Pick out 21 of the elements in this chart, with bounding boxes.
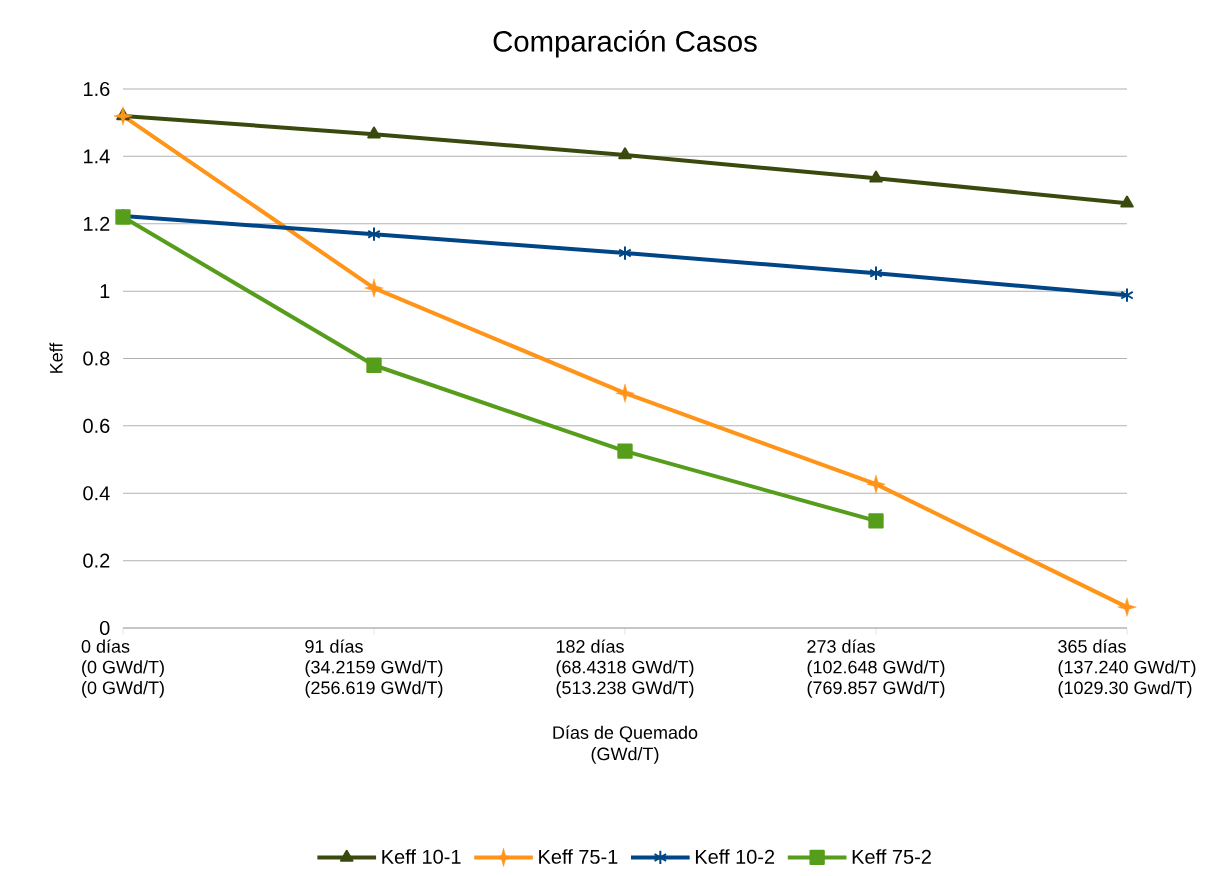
x-tick-label: 365 días (137.240 GWd/T) (1029.30 Gwd/T)	[1058, 639, 1196, 698]
x-tick-label: 91 días (34.2159 GWd/T) (256.619 GWd/T)	[305, 639, 443, 698]
x-tick-label: 182 días (68.4318 GWd/T) (513.238 GWd/T)	[556, 639, 694, 698]
y-tick-label: 0.4	[83, 486, 110, 501]
y-tick-label: 1.4	[84, 149, 110, 164]
y-tick-label: 0.6	[83, 418, 110, 433]
x-axis-title: Días de Quemado (GWd/T)	[553, 725, 698, 764]
y-axis-title: Keff	[49, 342, 63, 373]
y-tick-label: 1.6	[84, 81, 110, 97]
y-tick-label: 0.8	[83, 351, 110, 366]
legend-label: Keff 10-2	[695, 849, 775, 864]
x-tick-label: 0 días (0 GWd/T) (0 GWd/T)	[81, 639, 164, 698]
legend-label: Keff 75-2	[852, 849, 931, 864]
y-tick-label: 1.2	[84, 216, 110, 231]
y-tick-label: 1	[100, 284, 110, 299]
legend-label: Keff 75-1	[539, 849, 618, 864]
x-tick-label: 273 días (102.648 GWd/T) (769.857 GWd/T)	[807, 639, 945, 698]
y-tick-label: 0.2	[83, 553, 110, 568]
legend-label: Keff 10-1	[382, 849, 461, 864]
chart-title: Comparación Casos	[493, 29, 757, 58]
y-tick-label: 0	[99, 620, 110, 636]
